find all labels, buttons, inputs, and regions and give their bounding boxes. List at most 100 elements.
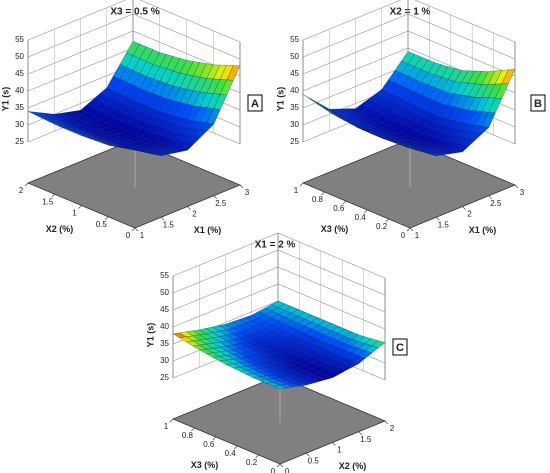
y-tick-label: 0.2 [246,458,258,467]
y-tick-label: 0.4 [355,213,367,222]
panel-label-box [392,338,408,356]
y-axis-label: X3 (%) [191,460,219,470]
x-tick [332,442,336,446]
x-tick-label: 1.5 [438,220,450,229]
y-tick-label: 0.6 [333,204,345,213]
y-tick [233,445,238,450]
y-tick [363,209,368,214]
z-tick-label: 40 [290,86,299,95]
y-tick [169,418,174,423]
x-tick-label: 2.5 [490,199,502,208]
surface-patch [316,103,330,112]
z-tick-label: 30 [160,356,169,365]
x-tick [306,453,310,457]
z-tick-label: 50 [290,52,299,61]
z-tick-label: 45 [290,69,299,78]
z-tick-label: 25 [15,137,24,146]
x-tick-label: 1 [415,231,420,240]
x-tick [488,195,492,199]
z-grid-line [302,0,516,43]
x-tick-label: 3 [245,188,250,197]
z-tick-label: 55 [160,271,169,280]
x-tick [134,227,139,232]
x-axis-label: X1 (%) [194,225,222,235]
y-tick-label: 0.8 [312,195,324,204]
z-tick-label: 55 [290,35,299,44]
y-tick [385,218,389,223]
y-tick-label: 0.2 [376,222,388,231]
y-tick-label: 0 [401,231,406,240]
x-tick-label: 2.5 [215,199,227,208]
y-tick-label: 0.8 [182,431,194,440]
z-tick-label: 35 [160,339,169,348]
z-tick-label: 40 [15,86,24,95]
y-tick-label: 0.5 [96,220,108,229]
x-tick-label: 0 [285,467,290,473]
y-tick-label: 1 [72,209,77,218]
x-tick [161,217,165,221]
x-tick [187,206,191,210]
y-tick-label: 2 [19,186,24,195]
y-tick [276,463,281,468]
x-tick [213,195,217,199]
z-axis-label: Y1 (s) [275,87,285,112]
z-axis-label: Y1 (s) [0,87,10,112]
surface-patch [128,148,142,152]
x-tick [514,184,519,189]
floor [171,375,387,465]
y-tick [321,191,325,196]
y-tick-label: 0.6 [203,440,215,449]
x-tick [409,227,414,232]
z-tick-label: 55 [15,35,24,44]
panel-label: C [396,342,404,354]
panel-label-box [247,94,263,112]
y-tick [299,182,304,187]
x-tick-label: 2 [192,210,197,219]
panel-label-box [530,94,546,112]
z-tick-label: 35 [15,103,24,112]
z-tick-label: 50 [15,52,24,61]
z-axis-label: Y1 (s) [145,323,155,348]
z-tick-label: 45 [160,305,169,314]
x-tick [358,431,362,435]
z-tick-label: 50 [160,288,169,297]
y-tick-label: 1 [294,186,299,195]
panel-title: X3 = 0.5 % [110,7,159,18]
x-tick-label: 1.5 [360,435,372,444]
x-tick-label: 1 [140,231,145,240]
z-grid-line [172,249,386,296]
y-tick [191,427,195,432]
panel-label: A [251,98,259,110]
x-tick [436,217,440,221]
surface-patch [272,385,288,390]
y-tick [78,205,82,209]
z-tick-label: 25 [160,373,169,382]
x-tick-label: 1 [337,446,342,455]
y-tick [406,227,411,232]
y-tick [105,216,109,220]
x-tick-label: 2 [467,210,472,219]
z-tick-label: 30 [290,120,299,129]
y-tick [342,200,347,205]
x-axis-label: X1 (%) [469,225,497,235]
y-tick [131,227,136,232]
x-tick [462,206,466,210]
y-tick-label: 0 [126,231,131,240]
y-tick-label: 0.4 [225,449,237,458]
x-tick [279,463,284,468]
y-tick [212,436,217,441]
panel-title: X1 = 2 % [255,240,296,251]
y-tick-label: 1.5 [42,197,54,206]
y-tick [24,182,29,187]
panel-label: B [534,98,542,110]
x-tick-label: 1.5 [163,220,175,229]
z-tick-label: 35 [290,103,299,112]
y-tick [51,194,55,198]
z-tick-label: 45 [15,69,24,78]
z-grid-line [27,0,241,43]
panel-title: X2 = 1 % [390,7,431,18]
z-tick-label: 40 [160,322,169,331]
z-tick-label: 30 [15,120,24,129]
